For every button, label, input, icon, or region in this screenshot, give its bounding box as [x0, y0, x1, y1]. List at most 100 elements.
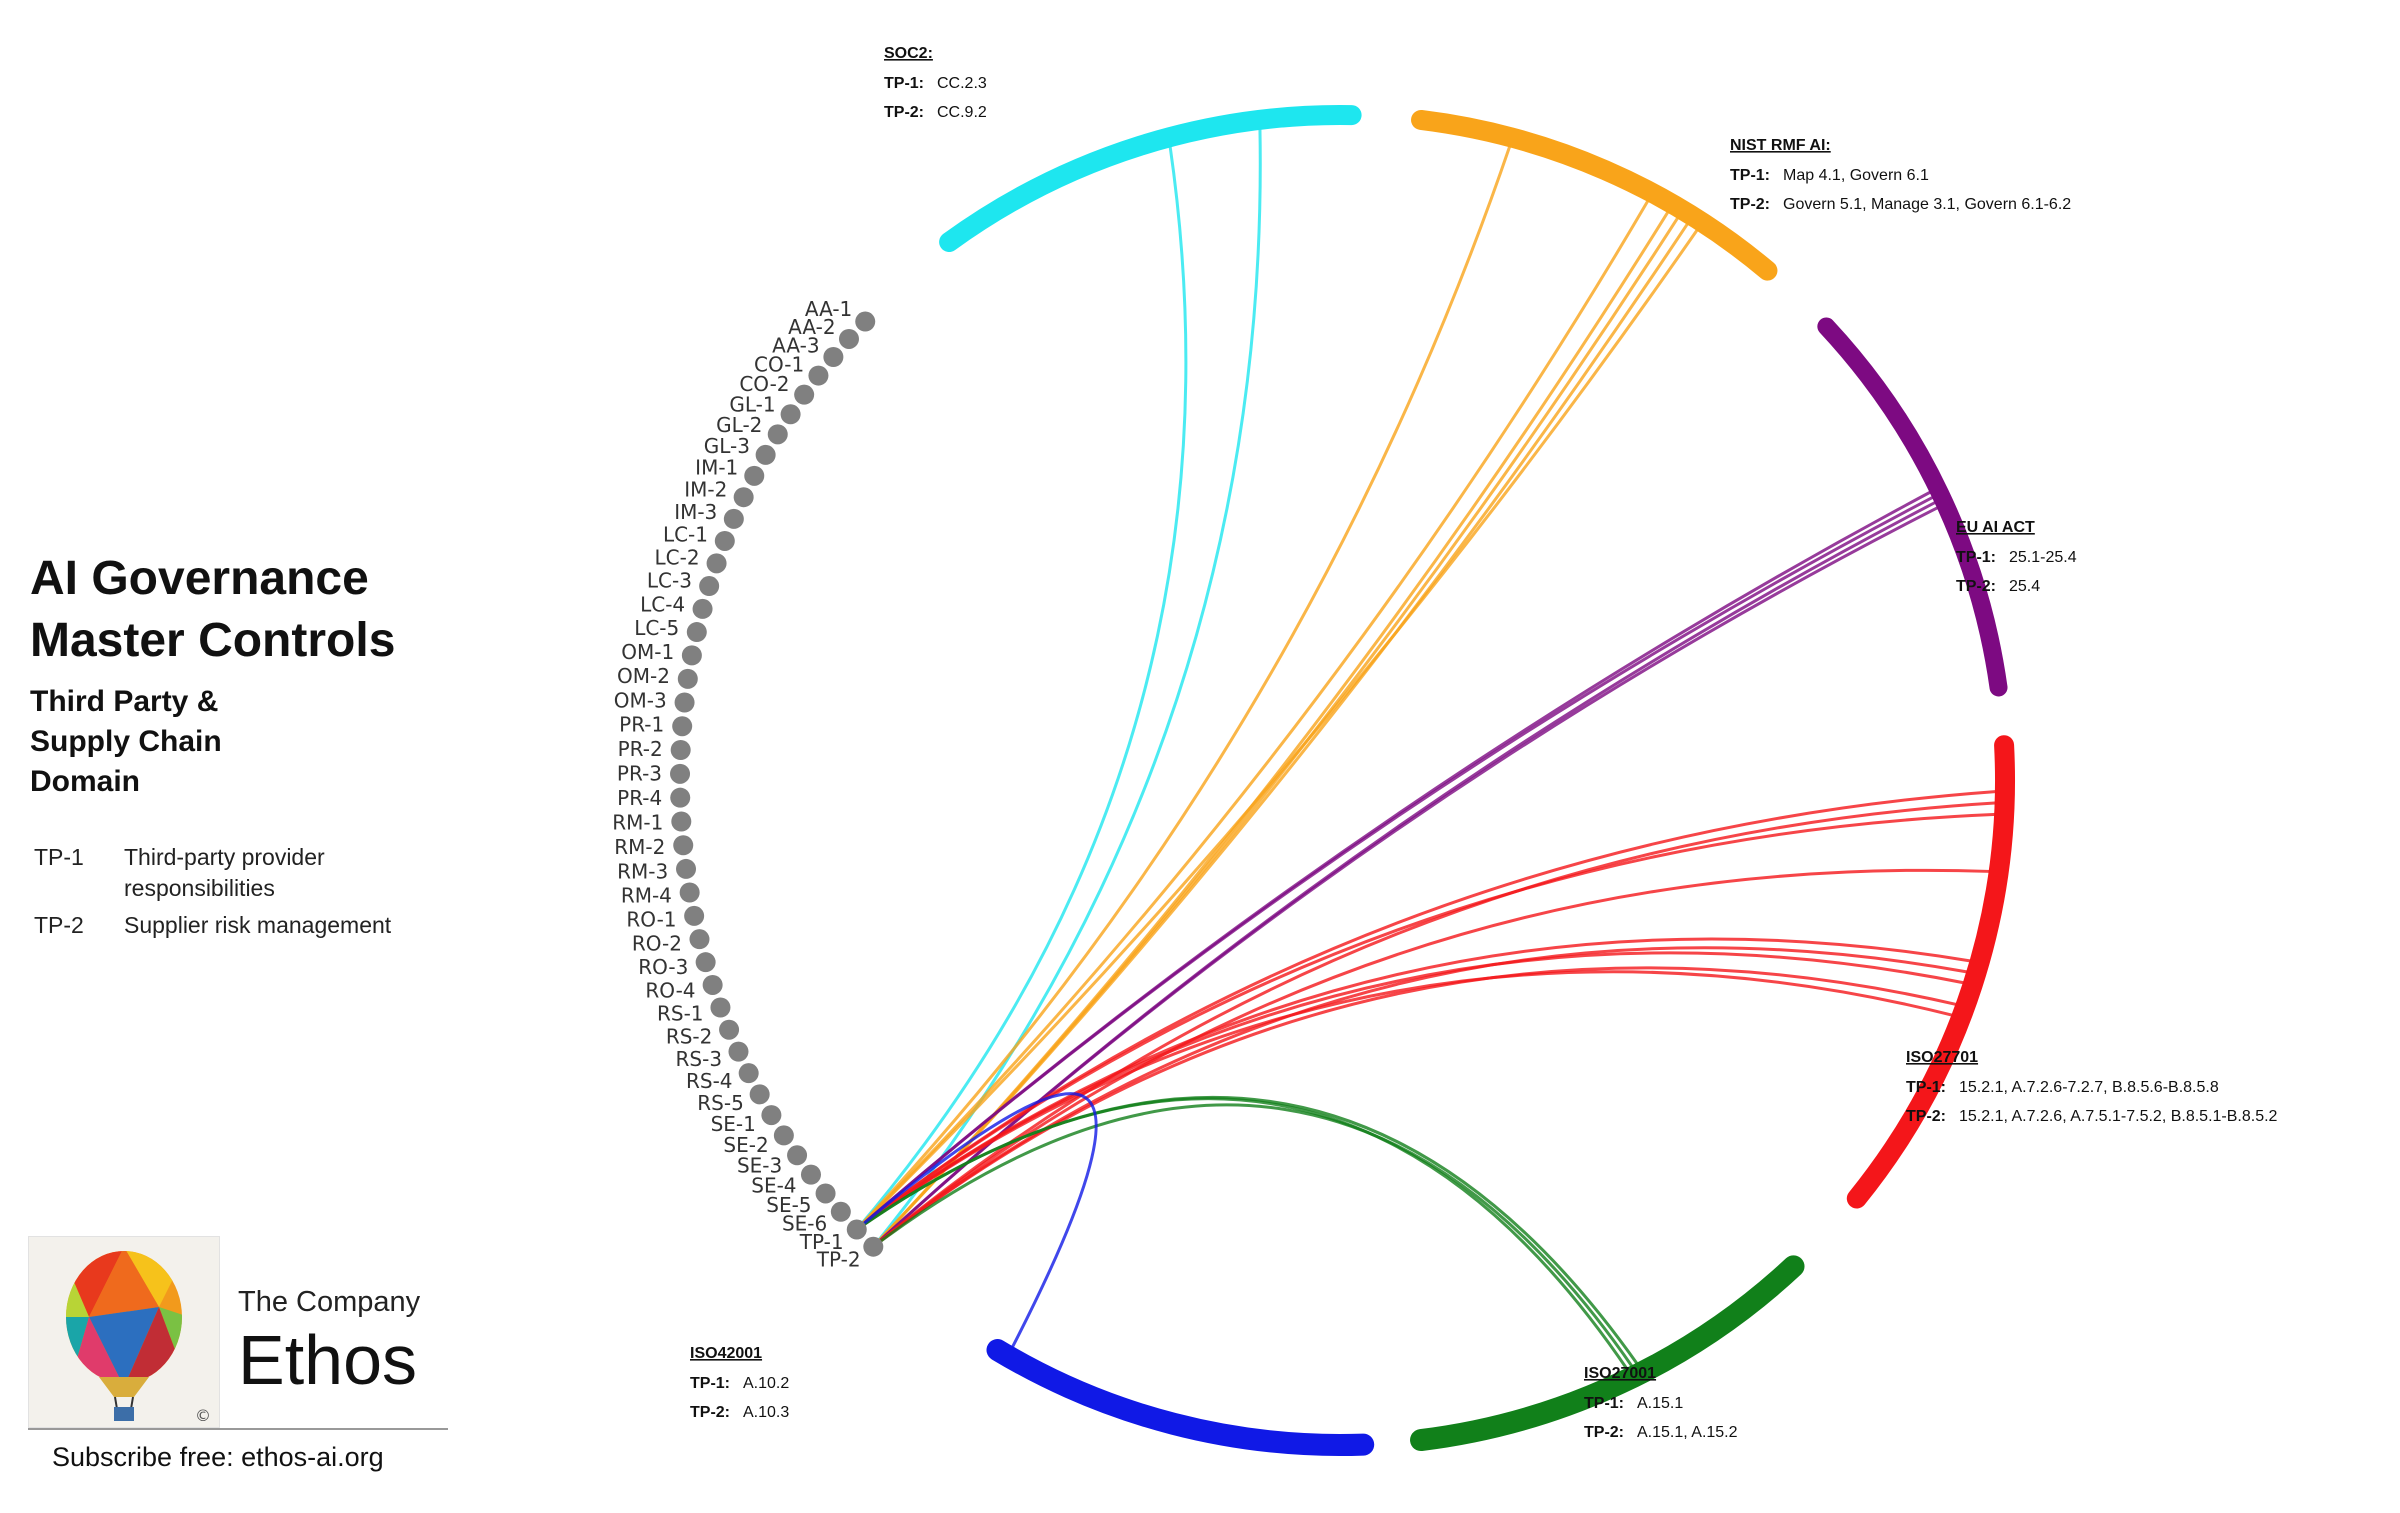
- control-dot-gl-3: [755, 444, 776, 465]
- control-dot-ro-2: [689, 929, 710, 950]
- logo-divider: [28, 1428, 448, 1430]
- control-label-rs-3: RS-3: [676, 1047, 723, 1071]
- nist-arc: [1411, 109, 1778, 281]
- subtitle-line-1: Third Party &: [30, 685, 219, 718]
- control-label-co-2: CO-2: [739, 372, 789, 396]
- page-subtitle: Third Party & Supply Chain Domain: [30, 682, 222, 802]
- control-dot-ro-4: [702, 974, 723, 995]
- control-dot-ro-3: [695, 952, 716, 973]
- control-dot-se-3: [787, 1145, 808, 1166]
- euai-tp1-label: TP-1:: [1956, 549, 1996, 566]
- euai-arc: [1817, 317, 2008, 697]
- nist-tp2-label: TP-2:: [1730, 196, 1770, 213]
- control-label-tp-2: TP-2: [816, 1247, 861, 1271]
- euai-label-block: EU AI ACT TP-1: 25.1-25.4 TP-2: 25.4: [1956, 519, 2077, 595]
- iso27701-tp1-value: 15.2.1, A.7.2.6-7.2.7, B.8.5.6-B.8.5.8: [1959, 1079, 2219, 1096]
- control-label-se-2: SE-2: [723, 1133, 768, 1157]
- iso42001-title: ISO42001: [690, 1345, 762, 1362]
- control-dot-rs-3: [728, 1041, 749, 1062]
- control-dot-ro-1: [684, 905, 705, 926]
- control-label-pr-4: PR-4: [617, 786, 662, 810]
- soc2-arc: [939, 105, 1362, 253]
- control-label-rs-4: RS-4: [686, 1069, 733, 1093]
- euai-tp1-value: 25.1-25.4: [2009, 549, 2077, 566]
- iso42001-tp2-value: A.10.3: [743, 1404, 789, 1421]
- control-dot-gl-2: [767, 424, 788, 445]
- legend-desc: Supplier risk management: [124, 912, 392, 938]
- control-label-ro-3: RO-3: [638, 955, 688, 979]
- control-dot-gl-1: [780, 404, 801, 425]
- iso27001-tp2-value: A.15.1, A.15.2: [1637, 1424, 1738, 1441]
- control-dot-aa-3: [823, 346, 844, 367]
- control-dot-rs-4: [738, 1063, 759, 1084]
- legend-row: TP-1 Third-party provider responsibiliti…: [34, 842, 424, 904]
- iso27701-chord: [855, 812, 1997, 1231]
- control-label-aa-2: AA-2: [788, 315, 835, 339]
- control-nodes: AA-1AA-2AA-3CO-1CO-2GL-1GL-2GL-3IM-1IM-2…: [612, 297, 884, 1271]
- control-dot-om-2: [677, 668, 698, 689]
- control-dot-se-6: [830, 1201, 851, 1222]
- control-label-aa-3: AA-3: [772, 333, 819, 357]
- iso27001-arc: [1410, 1255, 1805, 1452]
- control-dot-im-1: [744, 465, 765, 486]
- control-label-im-2: IM-2: [684, 477, 727, 501]
- control-dot-im-2: [733, 487, 754, 508]
- control-dot-rm-3: [676, 858, 697, 879]
- company-name: Ethos: [238, 1321, 417, 1399]
- control-dot-tp-1: [846, 1219, 867, 1240]
- control-dot-rm-1: [671, 811, 692, 832]
- control-dot-rm-2: [673, 835, 694, 856]
- control-dot-tp-2: [863, 1236, 884, 1257]
- euai-title: EU AI ACT: [1956, 519, 2035, 536]
- control-label-se-4: SE-4: [751, 1173, 796, 1197]
- control-dot-lc-4: [692, 598, 713, 619]
- control-dot-rs-5: [749, 1084, 770, 1105]
- control-label-se-6: SE-6: [782, 1212, 827, 1236]
- iso27001-title: ISO27001: [1584, 1365, 1656, 1382]
- iso42001-arc: [986, 1339, 1375, 1456]
- control-label-ro-4: RO-4: [645, 979, 695, 1003]
- control-label-im-1: IM-1: [695, 456, 738, 480]
- nist-title: NIST RMF AI:: [1730, 137, 1831, 154]
- iso27001-chord: [872, 1103, 1635, 1369]
- euai-chord: [872, 506, 1939, 1248]
- control-label-rs-1: RS-1: [657, 1002, 704, 1026]
- control-label-ro-1: RO-1: [626, 908, 676, 932]
- iso27001-tp2-label: TP-2:: [1584, 1424, 1624, 1441]
- control-dot-se-4: [800, 1164, 821, 1185]
- control-label-om-3: OM-3: [614, 688, 667, 712]
- control-label-om-2: OM-2: [617, 664, 670, 688]
- control-label-pr-3: PR-3: [617, 762, 662, 786]
- control-dot-co-1: [808, 365, 829, 386]
- page-title: AI Governance Master Controls: [30, 548, 395, 672]
- control-dot-aa-2: [838, 328, 859, 349]
- control-dot-om-1: [681, 645, 702, 666]
- subscribe-link[interactable]: Subscribe free: ethos-ai.org: [52, 1442, 384, 1472]
- iso27701-label-block: ISO27701 TP-1: 15.2.1, A.7.2.6-7.2.7, B.8.…: [1906, 1049, 2278, 1125]
- control-label-rs-5: RS-5: [697, 1091, 744, 1115]
- nist-label-block: NIST RMF AI: TP-1: Map 4.1, Govern 6.1 TP-2…: [1730, 137, 2071, 213]
- iso42001-label-block: ISO42001 TP-1: A.10.2 TP-2: A.10.3: [690, 1345, 789, 1421]
- control-dot-lc-1: [714, 530, 735, 551]
- nist-tp2-value: Govern 5.1, Manage 3.1, Govern 6.1-6.2: [1783, 196, 2071, 213]
- legend: TP-1 Third-party provider responsibiliti…: [34, 842, 424, 947]
- control-dot-se-2: [773, 1125, 794, 1146]
- nist-chord: [872, 216, 1680, 1248]
- control-label-aa-1: AA-1: [805, 297, 852, 321]
- nist-chord: [855, 199, 1650, 1231]
- soc2-tp1-label: TP-1:: [884, 75, 924, 92]
- control-label-lc-5: LC-5: [634, 616, 679, 640]
- chord-links: [855, 127, 1998, 1372]
- control-label-lc-4: LC-4: [640, 592, 685, 616]
- legend-row: TP-2 Supplier risk management: [34, 910, 424, 941]
- soc2-tp2-value: CC.9.2: [937, 104, 987, 121]
- framework-labels: SOC2: TP-1: CC.2.3 TP-2: CC.9.2 NIST RMF AI: T…: [690, 45, 2278, 1441]
- control-label-gl-2: GL-2: [716, 413, 762, 437]
- control-dot-lc-3: [699, 576, 720, 597]
- control-dot-rs-1: [710, 997, 731, 1018]
- nist-tp1-label: TP-1:: [1730, 167, 1770, 184]
- control-label-om-1: OM-1: [621, 640, 674, 664]
- control-label-rm-4: RM-4: [621, 884, 672, 908]
- control-label-lc-3: LC-3: [647, 569, 692, 593]
